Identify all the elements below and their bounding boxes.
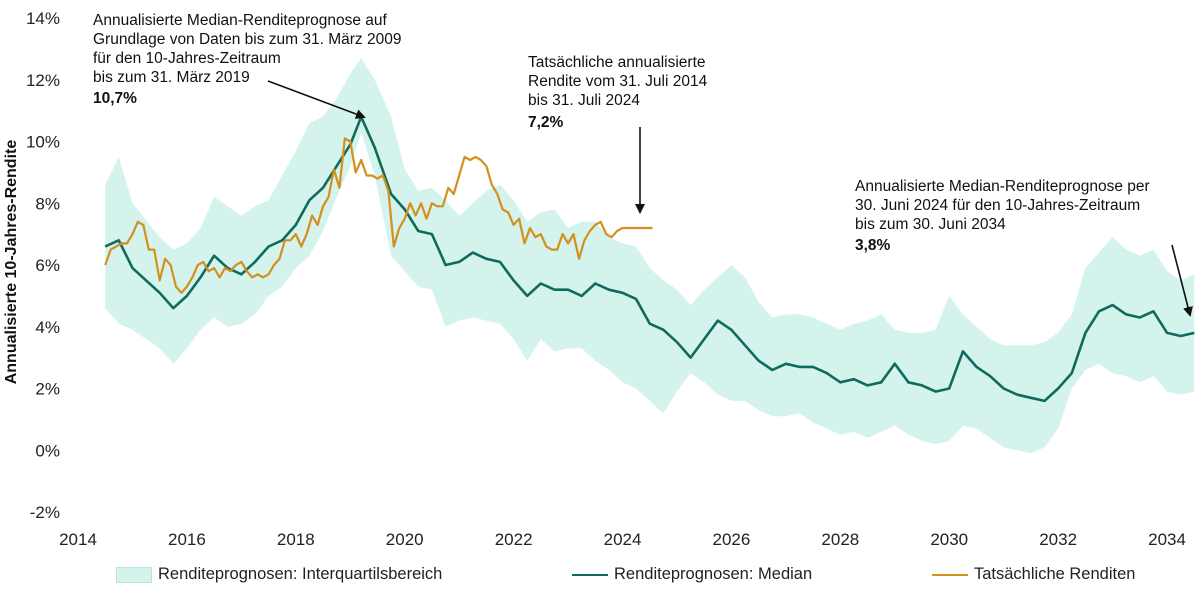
y-axis-ticks: -2% 0% 2% 4% 6% 8% 10% 12% 14% <box>26 9 60 522</box>
median-line <box>104 115 1195 403</box>
y-tick-label: 2% <box>35 380 60 399</box>
y-tick-label: 14% <box>26 9 60 28</box>
annotation-2034-value: 3,8% <box>855 237 891 254</box>
y-tick-label: 6% <box>35 256 60 275</box>
annotation-2034-line-2: 30. Juni 2024 für den 10-Jahres-Zeitraum <box>855 197 1140 214</box>
x-tick-label: 2026 <box>713 530 751 549</box>
legend-band-swatch <box>116 566 152 583</box>
x-tick-label: 2030 <box>930 530 968 549</box>
annotation-2019-line-4: bis zum 31. März 2019 <box>93 69 250 86</box>
legend: Renditeprognosen: Interquartilsbereich R… <box>0 565 1200 593</box>
legend-item-band: Renditeprognosen: Interquartilsbereich <box>116 565 442 584</box>
annotation-2024-actual: Tatsächliche annualisierte Rendite vom 3… <box>528 54 708 214</box>
annotation-2019-line-2: Grundlage von Daten bis zum 31. März 200… <box>93 31 401 48</box>
annotation-2024-value: 7,2% <box>528 114 564 131</box>
x-axis-ticks: 2014 2016 2018 2020 2022 2024 2026 2028 2030 2032… <box>59 530 1186 549</box>
legend-band-label: Renditeprognosen: Interquartilsbereich <box>158 565 443 583</box>
y-tick-label: 8% <box>35 194 60 213</box>
y-tick-label: 10% <box>26 133 60 152</box>
legend-item-actual: Tatsächliche Renditen <box>932 565 1135 584</box>
interquartile-band <box>105 58 1195 454</box>
y-tick-label: 12% <box>26 71 60 90</box>
annotation-2034: Annualisierte Median-Renditeprognose per… <box>855 178 1193 317</box>
x-tick-label: 2014 <box>59 530 97 549</box>
legend-item-median: Renditeprognosen: Median <box>572 565 812 584</box>
x-tick-label: 2034 <box>1148 530 1186 549</box>
x-tick-label: 2022 <box>495 530 533 549</box>
annotation-2019-value: 10,7% <box>93 90 137 107</box>
x-tick-label: 2020 <box>386 530 424 549</box>
y-tick-label: 0% <box>35 441 60 460</box>
annotation-2024-line-2: Rendite vom 31. Juli 2014 <box>528 73 708 90</box>
x-tick-label: 2032 <box>1039 530 1077 549</box>
y-tick-label: 4% <box>35 318 60 337</box>
annotation-2024-line-3: bis 31. Juli 2024 <box>528 92 640 109</box>
actual-returns-line <box>104 137 653 294</box>
annotation-2019-line-3: für den 10-Jahres-Zeitraum <box>93 50 281 67</box>
annotation-2024-line-1: Tatsächliche annualisierte <box>528 54 706 71</box>
annotation-2034-line-1: Annualisierte Median-Renditeprognose per <box>855 178 1150 195</box>
legend-actual-label: Tatsächliche Renditen <box>974 565 1136 583</box>
y-tick-label: -2% <box>30 503 60 522</box>
x-tick-label: 2028 <box>821 530 859 549</box>
x-tick-label: 2018 <box>277 530 315 549</box>
annotation-2019: Annualisierte Median-Renditeprognose auf… <box>93 12 401 119</box>
y-axis-label: Annualisierte 10-Jahres-Rendite <box>3 140 20 385</box>
legend-median-swatch <box>572 573 608 576</box>
annotation-2019-arrow <box>267 80 366 119</box>
annotation-2019-line-1: Annualisierte Median-Renditeprognose auf <box>93 12 388 29</box>
annotation-2034-line-3: bis zum 30. Juni 2034 <box>855 216 1006 233</box>
legend-actual-swatch <box>932 573 968 576</box>
x-tick-label: 2024 <box>604 530 642 549</box>
legend-median-label: Renditeprognosen: Median <box>614 565 813 583</box>
annotation-2034-arrow <box>1171 244 1193 317</box>
x-tick-label: 2016 <box>168 530 206 549</box>
